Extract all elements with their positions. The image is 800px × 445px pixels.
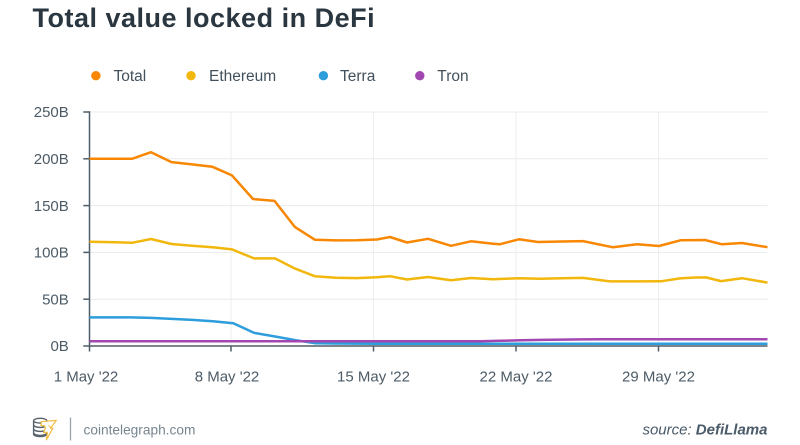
svg-text:cointelegraph.com: cointelegraph.com bbox=[84, 423, 196, 438]
svg-text:22 May '22: 22 May '22 bbox=[480, 369, 553, 386]
svg-text:15 May '22: 15 May '22 bbox=[337, 369, 410, 386]
svg-text:source: DefiLlama: source: DefiLlama bbox=[642, 422, 767, 439]
svg-text:200B: 200B bbox=[34, 151, 69, 168]
svg-text:Terra: Terra bbox=[340, 68, 376, 85]
svg-text:100B: 100B bbox=[34, 245, 69, 262]
svg-text:Tron: Tron bbox=[437, 68, 468, 85]
svg-text:Total: Total bbox=[114, 68, 147, 85]
svg-text:Total value locked in DeFi: Total value locked in DeFi bbox=[33, 3, 376, 33]
svg-text:0B: 0B bbox=[50, 338, 68, 355]
svg-text:8 May '22: 8 May '22 bbox=[195, 369, 260, 386]
svg-text:Ethereum: Ethereum bbox=[209, 68, 276, 85]
svg-text:29 May '22: 29 May '22 bbox=[622, 369, 695, 386]
svg-text:1 May '22: 1 May '22 bbox=[54, 369, 119, 386]
svg-text:150B: 150B bbox=[34, 198, 69, 215]
svg-text:250B: 250B bbox=[34, 104, 69, 121]
svg-text:50B: 50B bbox=[42, 291, 69, 308]
